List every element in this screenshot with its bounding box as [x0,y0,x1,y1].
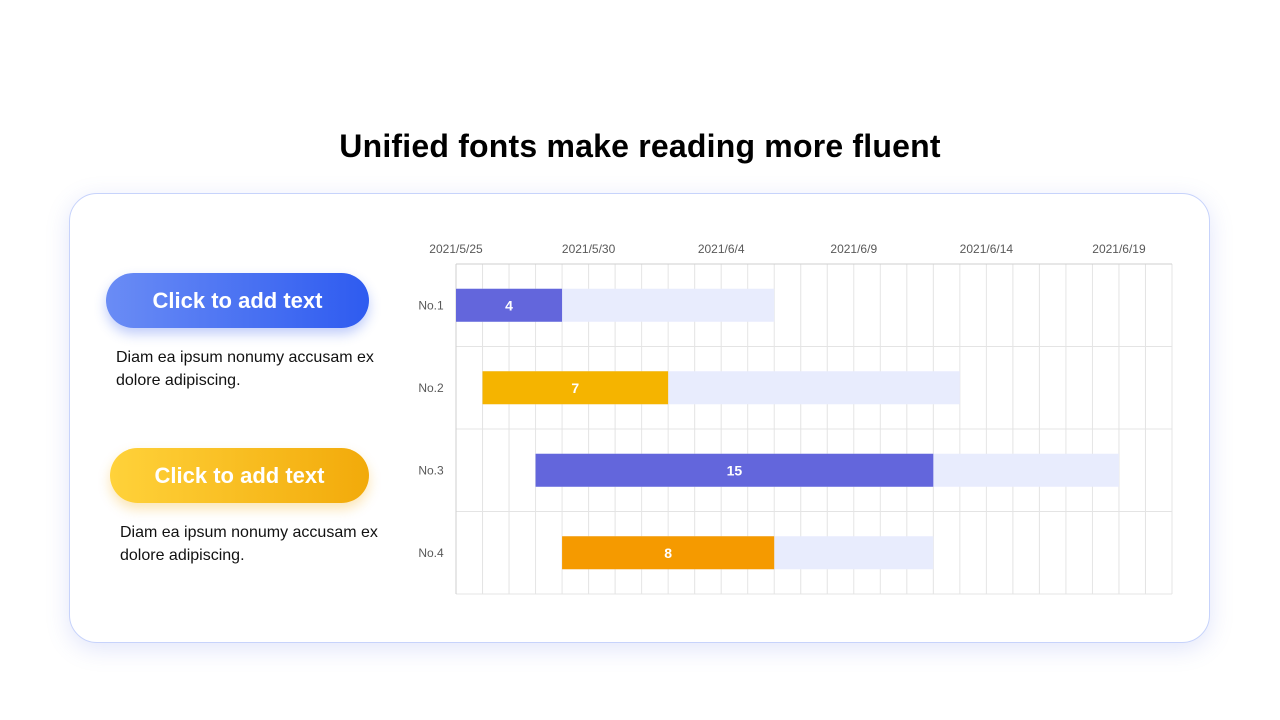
page-title: Unified fonts make reading more fluent [339,128,941,164]
description-2: Diam ea ipsum nonumy accusam ex dolore a… [120,524,378,564]
task-value-label: 7 [571,380,579,396]
y-tick-label: No.2 [418,381,444,395]
task-bar [535,453,934,487]
task-value-label: 4 [505,297,513,313]
x-tick-label: 2021/6/14 [960,242,1014,256]
add-text-button-1[interactable]: Click to add text [106,273,369,328]
add-text-button-1-label: Click to add text [152,287,323,313]
x-tick-label: 2021/6/19 [1092,242,1146,256]
add-text-button-2[interactable]: Click to add text [110,448,369,503]
y-tick-label: No.4 [418,546,444,560]
task-value-label: 15 [727,462,743,478]
x-tick-label: 2021/5/25 [429,242,483,256]
y-tick-label: No.1 [418,298,444,312]
task-value-label: 8 [664,545,672,561]
task-bar [456,288,563,322]
task-bar [482,371,669,405]
task-bar [562,536,775,570]
add-text-button-2-label: Click to add text [154,462,325,488]
x-tick-label: 2021/6/9 [830,242,877,256]
description-1: Diam ea ipsum nonumy accusam ex dolore a… [116,349,374,389]
y-tick-label: No.3 [418,463,444,477]
x-tick-label: 2021/6/4 [698,242,745,256]
x-tick-label: 2021/5/30 [562,242,616,256]
